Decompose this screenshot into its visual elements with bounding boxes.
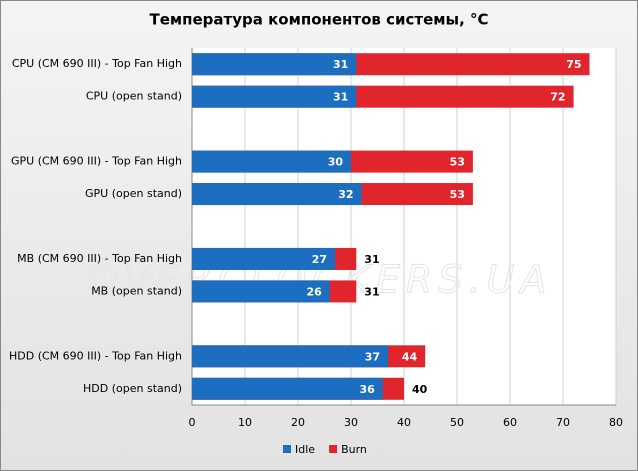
legend-label: Idle bbox=[295, 443, 315, 456]
y-tick-label: GPU (CM 690 III) - Top Fan High bbox=[11, 155, 182, 168]
x-tick-label: 50 bbox=[450, 416, 464, 429]
legend-swatch bbox=[283, 445, 291, 453]
y-tick-label: CPU (CM 690 III) - Top Fan High bbox=[12, 57, 182, 70]
x-tick-label: 0 bbox=[189, 416, 196, 429]
bar bbox=[192, 183, 362, 206]
y-tick-label: HDD (open stand) bbox=[83, 382, 182, 395]
x-tick-label: 20 bbox=[291, 416, 305, 429]
y-tick-label: MB (CM 690 III) - Top Fan High bbox=[17, 252, 182, 265]
chart-title: Температура компонентов системы, °C bbox=[149, 11, 488, 29]
legend-label: Burn bbox=[341, 443, 367, 456]
bar bbox=[192, 280, 330, 303]
x-tick-label: 10 bbox=[238, 416, 252, 429]
y-tick-label: CPU (open stand) bbox=[86, 90, 182, 103]
value-label: 37 bbox=[365, 350, 380, 363]
value-label: 40 bbox=[412, 383, 428, 396]
y-tick-label: HDD (CM 690 III) - Top Fan High bbox=[9, 349, 182, 362]
x-tick-label: 30 bbox=[344, 416, 358, 429]
value-label: 31 bbox=[333, 91, 348, 104]
value-label: 26 bbox=[306, 285, 322, 298]
x-tick-label: 60 bbox=[503, 416, 517, 429]
x-tick-label: 80 bbox=[609, 416, 623, 429]
value-label: 27 bbox=[312, 253, 327, 266]
value-label: 36 bbox=[359, 383, 375, 396]
value-label: 32 bbox=[338, 188, 353, 201]
legend-swatch bbox=[329, 445, 338, 453]
bar bbox=[192, 247, 336, 270]
x-tick-label: 40 bbox=[397, 416, 411, 429]
value-label: 30 bbox=[328, 156, 344, 169]
value-label: 31 bbox=[364, 285, 379, 298]
bar bbox=[192, 53, 357, 76]
value-label: 75 bbox=[566, 58, 581, 71]
bar bbox=[192, 85, 357, 108]
value-label: 53 bbox=[450, 156, 465, 169]
x-tick-label: 70 bbox=[556, 416, 570, 429]
value-label: 53 bbox=[450, 188, 465, 201]
value-label: 31 bbox=[333, 58, 348, 71]
value-label: 44 bbox=[402, 350, 418, 363]
bar bbox=[192, 377, 383, 400]
value-label: 72 bbox=[550, 91, 565, 104]
bar bbox=[192, 150, 351, 173]
y-tick-label: MB (open stand) bbox=[91, 284, 182, 297]
y-tick-label: GPU (open stand) bbox=[85, 187, 182, 200]
bar bbox=[192, 345, 389, 368]
value-label: 31 bbox=[364, 253, 379, 266]
